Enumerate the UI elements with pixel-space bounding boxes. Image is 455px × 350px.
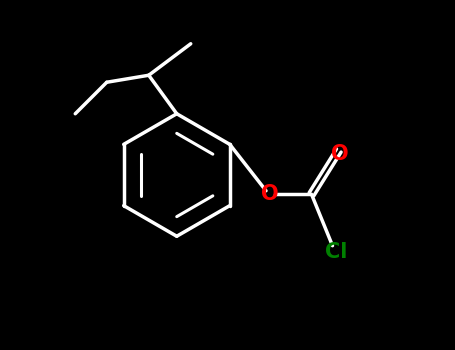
Text: O: O	[331, 144, 349, 164]
Text: O: O	[261, 184, 278, 204]
Text: Cl: Cl	[325, 242, 347, 262]
